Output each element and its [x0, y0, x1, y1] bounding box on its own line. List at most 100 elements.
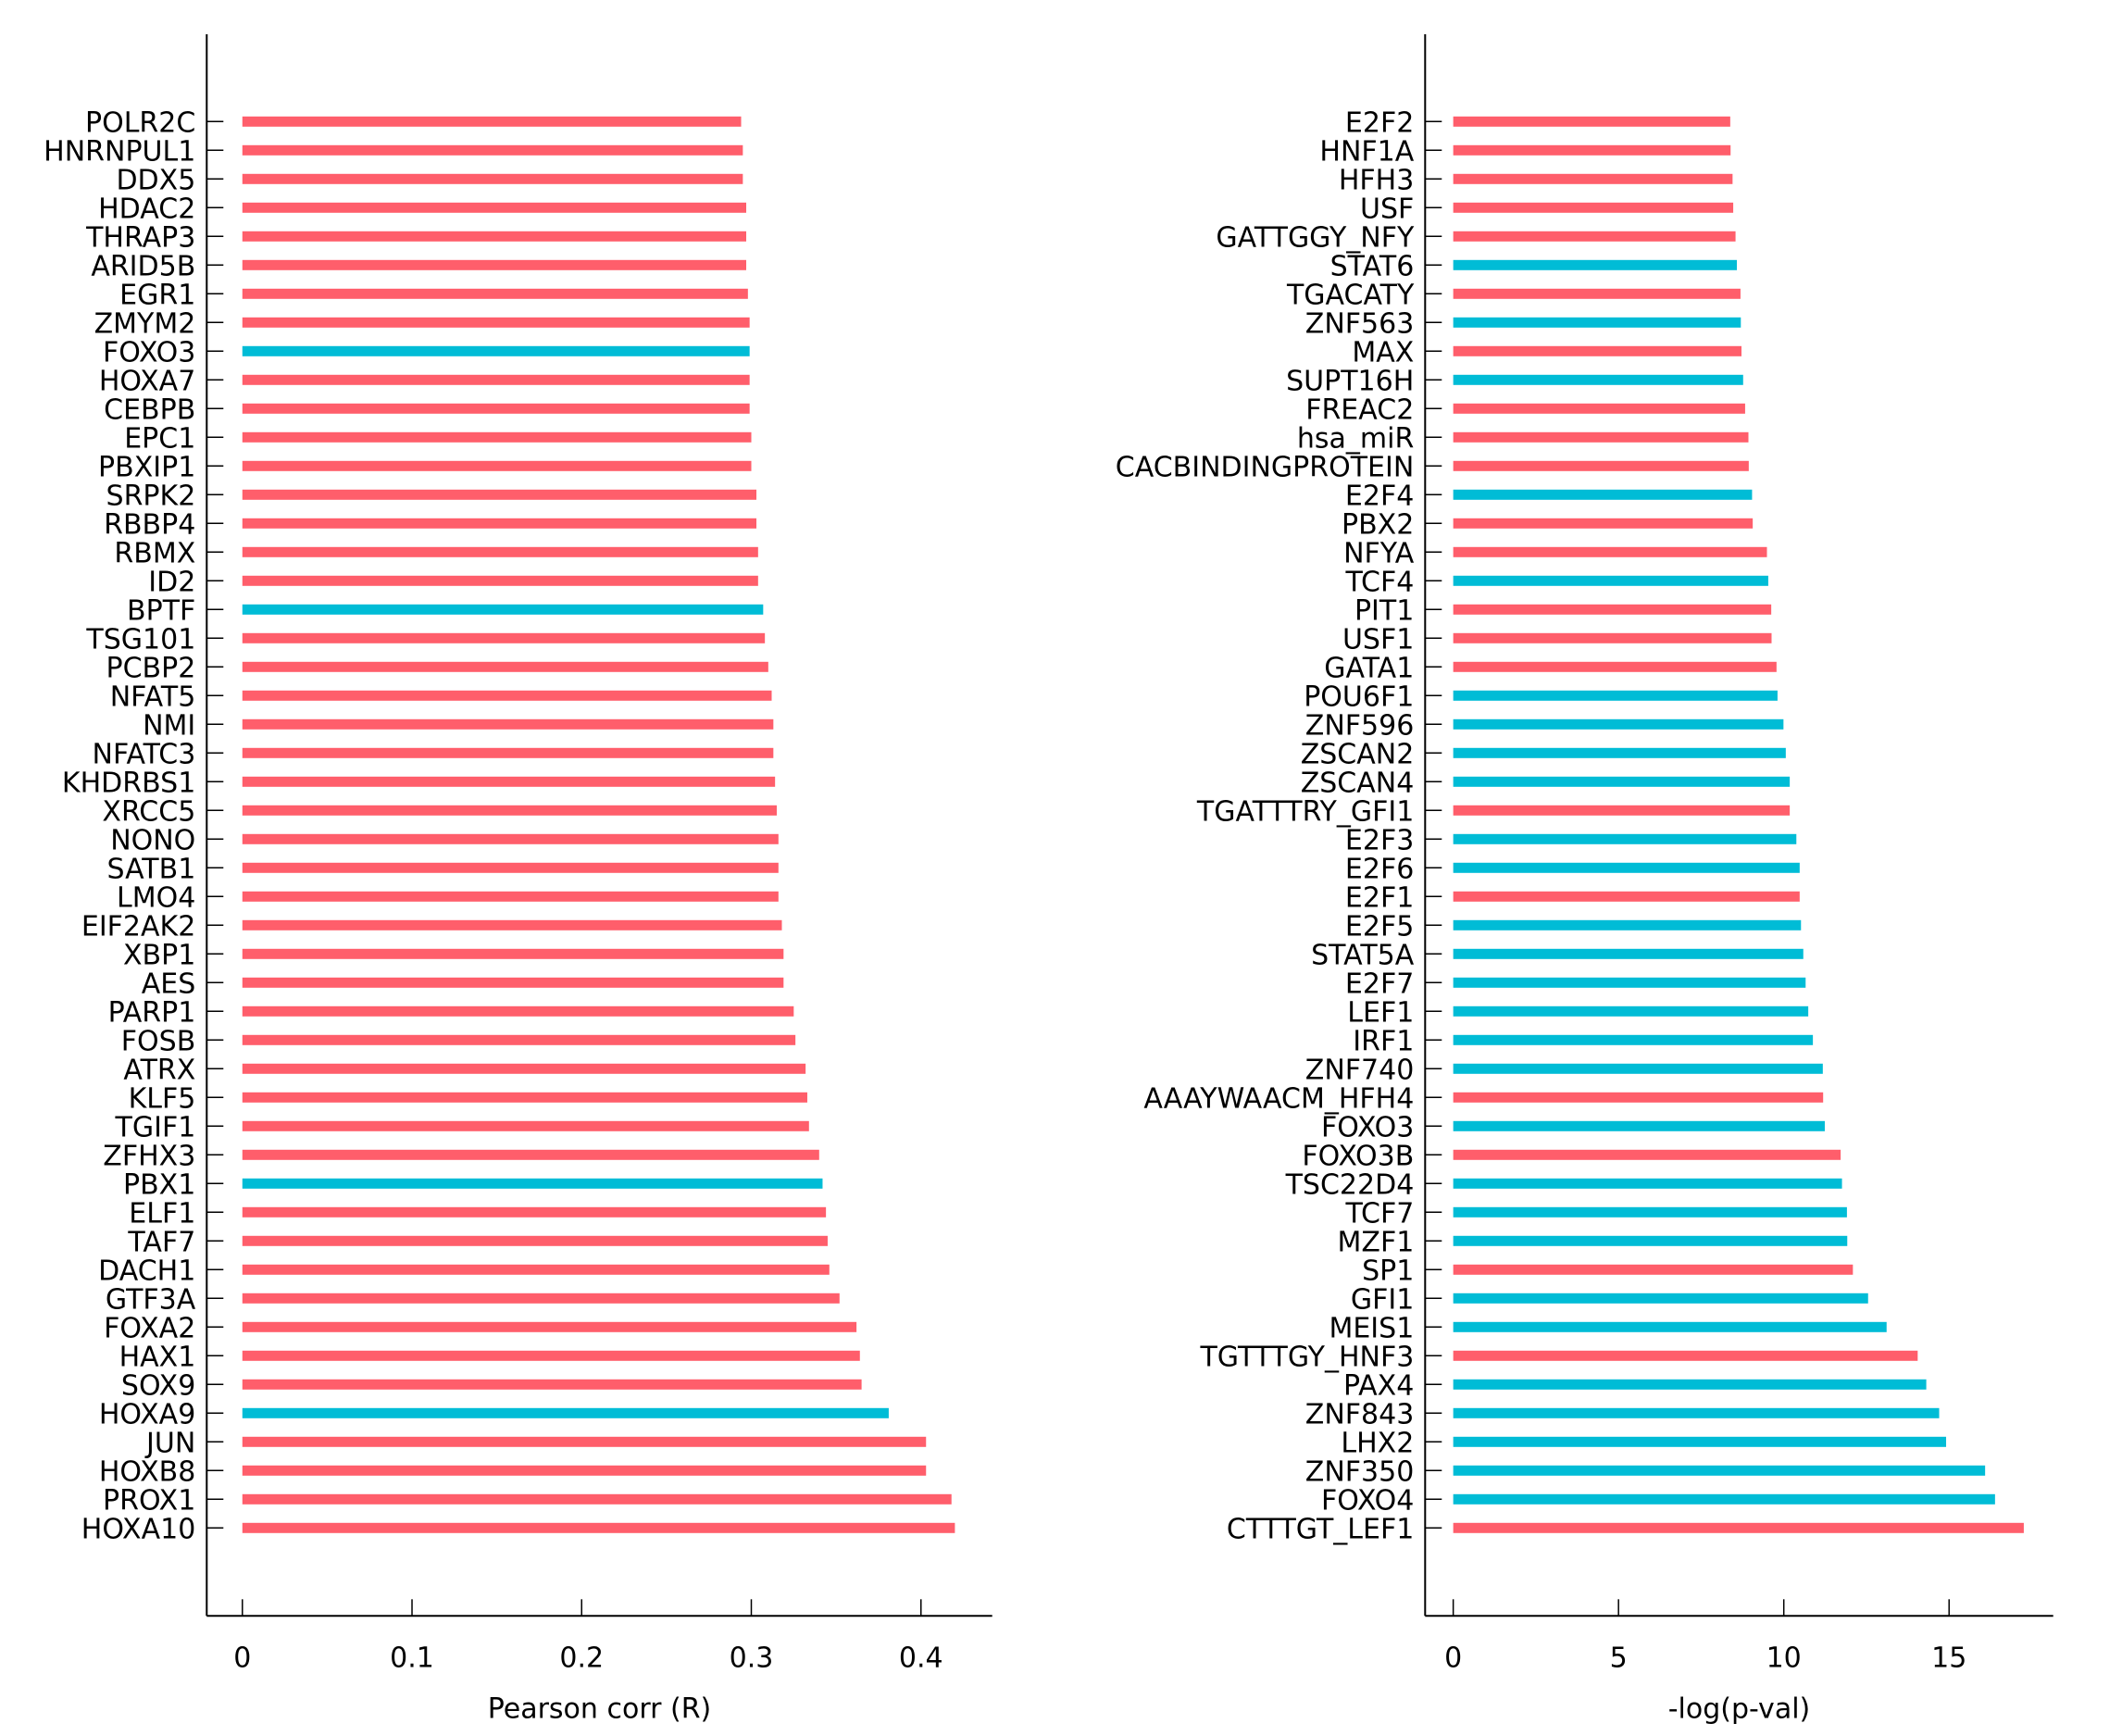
- category-label: FOXO3: [103, 336, 195, 368]
- bar-polr2c: [242, 116, 742, 127]
- category-label: LHX2: [1341, 1427, 1414, 1459]
- category-label: TGTTTGY_HNF3: [1199, 1341, 1414, 1373]
- bar-tsc22d4: [1453, 1178, 1842, 1189]
- bar-hfh3: [1453, 173, 1733, 184]
- x-axis-title: Pearson corr (R): [488, 1692, 712, 1725]
- bar-khdrbs1: [242, 776, 776, 787]
- x-tick-label: 0.1: [390, 1642, 434, 1674]
- bar-e2f4: [1453, 489, 1753, 500]
- bar-tgtttgy-hnf3: [1453, 1350, 1918, 1361]
- bar-xbp1: [242, 948, 784, 959]
- bar-ctttgt-lef1: [1453, 1522, 2024, 1533]
- category-label: BPTF: [127, 594, 195, 627]
- category-label: DACH1: [98, 1255, 195, 1287]
- bar-hdac2: [242, 202, 747, 213]
- bar-sox9: [242, 1379, 862, 1390]
- category-label: E2F6: [1345, 853, 1414, 885]
- category-label: SOX9: [121, 1369, 195, 1402]
- bar-nmi: [242, 718, 774, 730]
- category-label: NFATC3: [93, 738, 196, 770]
- category-label: TGACATY: [1286, 279, 1415, 311]
- bar-egr1: [242, 288, 748, 299]
- bar-foxo3b: [1453, 1149, 1841, 1160]
- category-label: MZF1: [1338, 1226, 1415, 1258]
- bar-cebpb: [242, 403, 750, 414]
- category-label: POLR2C: [85, 106, 195, 139]
- category-label: HOXA9: [99, 1398, 195, 1430]
- bar-fosb: [242, 1034, 796, 1045]
- category-label: GATA1: [1324, 652, 1414, 684]
- category-label: ZNF843: [1305, 1398, 1415, 1430]
- bar-sp1: [1453, 1264, 1854, 1275]
- category-label: SRPK2: [106, 480, 196, 512]
- category-label: XBP1: [123, 939, 195, 971]
- bar-foxo4: [1453, 1493, 1995, 1505]
- category-label: AES: [142, 968, 196, 1000]
- category-label: STAT5A: [1311, 939, 1415, 971]
- category-label: SP1: [1362, 1255, 1414, 1287]
- bar-gtf3a: [242, 1293, 840, 1304]
- bar-zscan2: [1453, 747, 1786, 758]
- category-label: DDX5: [116, 164, 195, 196]
- category-label: THRAP3: [85, 221, 195, 254]
- bar-hnf1a: [1453, 144, 1731, 156]
- bar-nfatc3: [242, 747, 774, 758]
- category-label: E2F7: [1345, 968, 1414, 1000]
- bar-e2f3: [1453, 833, 1797, 844]
- category-label: NMI: [143, 709, 195, 742]
- x-tick-label: 5: [1610, 1642, 1628, 1674]
- category-label: FOXA2: [104, 1312, 195, 1344]
- category-label: GTF3A: [106, 1283, 196, 1316]
- bar-zscan4: [1453, 776, 1791, 787]
- bar-e2f7: [1453, 977, 1806, 988]
- bar-gattggy-nfy: [1453, 231, 1736, 242]
- category-label: GFI1: [1351, 1283, 1414, 1316]
- bar-elf1: [242, 1206, 827, 1218]
- bar-hoxa7: [242, 374, 750, 385]
- category-label: E2F4: [1345, 480, 1414, 512]
- category-label: CEBPB: [104, 393, 195, 426]
- category-label: NONO: [110, 824, 195, 856]
- bar-mzf1: [1453, 1235, 1848, 1246]
- bar-hoxb8: [242, 1465, 927, 1476]
- category-label: KHDRBS1: [62, 767, 195, 799]
- category-label: FREAC2: [1305, 393, 1414, 426]
- bar-znf596: [1453, 718, 1784, 730]
- bar-satb1: [242, 862, 779, 873]
- bar-pbx2: [1453, 518, 1754, 529]
- bar-hnrnpul1: [242, 144, 743, 156]
- category-label: MAX: [1352, 336, 1414, 368]
- category-label: USF: [1360, 193, 1414, 225]
- category-label: ZMYM2: [94, 307, 196, 340]
- category-label: HFH3: [1339, 164, 1414, 196]
- category-label: SATB1: [107, 853, 196, 885]
- x-tick-label: 0.4: [899, 1642, 943, 1674]
- bar-znf740: [1453, 1063, 1823, 1074]
- bar-usf: [1453, 202, 1734, 213]
- category-label: ZSCAN4: [1301, 767, 1415, 799]
- category-label: ZNF563: [1305, 307, 1415, 340]
- bar-pou6f1: [1453, 690, 1778, 701]
- category-label: HOXA7: [99, 365, 195, 397]
- bar-tgatttry-gfi1: [1453, 805, 1791, 816]
- bar-jun: [242, 1436, 927, 1447]
- category-label: TAF7: [127, 1226, 195, 1258]
- category-label: TSG101: [85, 623, 195, 656]
- category-label: TCF4: [1344, 566, 1414, 598]
- bar-xrcc5: [242, 805, 777, 816]
- category-label: CTTTGT_LEF1: [1227, 1513, 1414, 1545]
- bar-zmym2: [242, 317, 750, 328]
- bar-tgif1: [242, 1120, 809, 1131]
- x-tick-label: 10: [1766, 1642, 1802, 1674]
- category-label: FOXO4: [1321, 1484, 1414, 1517]
- bar-nono: [242, 833, 779, 844]
- category-label: AAAYWAACM_HFH4: [1143, 1082, 1414, 1115]
- category-label: LMO4: [117, 881, 195, 914]
- category-label: PBX1: [123, 1168, 195, 1201]
- category-label: ZNF350: [1305, 1455, 1415, 1488]
- category-label: STAT6: [1330, 250, 1415, 282]
- category-label: PAX4: [1343, 1369, 1414, 1402]
- category-label: EGR1: [119, 279, 195, 311]
- bar-thrap3: [242, 231, 747, 242]
